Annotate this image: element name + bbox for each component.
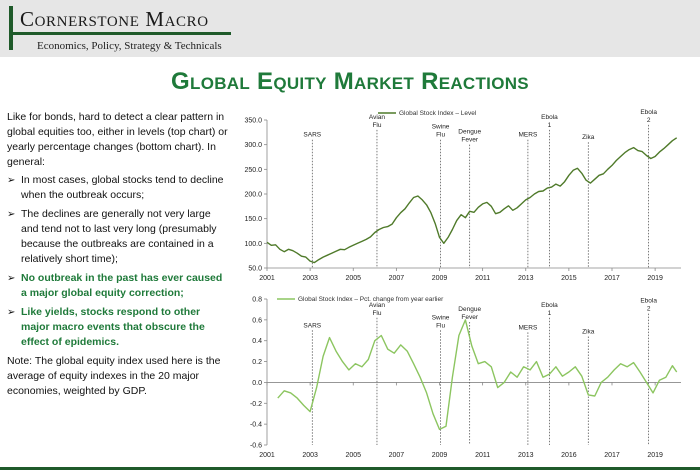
event-label: 1 [548,310,552,317]
arrow-bullet-icon: ➢ [7,209,16,220]
page-title: Global Equity Market Reactions [171,68,529,95]
bullet-text: In most cases, global stocks tend to dec… [21,174,224,201]
x-tick-label: 2013 [518,452,534,459]
y-tick-label: 300.0 [244,142,262,149]
event-label: Swine [432,124,450,131]
event-label: SARS [303,132,321,139]
arrow-bullet-icon: ➢ [7,307,16,318]
series-line [266,137,678,264]
event-label: Flu [372,310,381,317]
methodology-note: Note: The global equity index used here … [7,355,221,397]
event-label: Ebola [541,114,558,121]
event-label: Dengue [458,129,481,136]
x-tick-label: 2013 [518,275,534,282]
y-tick-label: -0.2 [250,401,262,408]
x-tick-label: 2015 [561,275,577,282]
event-label: Ebola [541,302,558,309]
y-tick-label: 0.2 [252,359,262,366]
event-label: Flu [436,132,445,139]
bullet-item-emphasis: ➢ Like yields, stocks respond to other m… [7,305,229,350]
series-line [277,319,678,431]
y-tick-label: 200.0 [244,192,262,199]
event-label: Ebola [640,109,657,116]
x-tick-label: 2005 [345,452,361,459]
bullet-text: No outbreak in the past has ever caused … [21,272,223,299]
y-tick-label: 0.4 [252,338,262,345]
arrow-bullet-icon: ➢ [7,175,16,186]
y-tick-label: 0.6 [252,317,262,324]
event-label: Dengue [458,306,481,313]
x-tick-label: 2019 [647,275,663,282]
x-tick-label: 2017 [604,452,620,459]
y-tick-label: 0.0 [252,380,262,387]
y-tick-label: 50.0 [248,266,262,273]
event-label: Swine [432,314,450,321]
event-label: SARS [303,322,321,329]
event-label: Fever [461,314,478,321]
footer-rule [0,467,700,470]
x-tick-label: 2003 [302,452,318,459]
x-tick-label: 2007 [389,452,405,459]
event-label: Flu [372,122,381,129]
y-tick-label: 350.0 [244,118,262,125]
event-label: 2 [647,306,651,313]
bullet-text: The declines are generally not very larg… [21,208,217,265]
bullet-text: Like yields, stocks respond to other maj… [21,306,205,348]
x-tick-label: 2003 [302,275,318,282]
y-tick-label: -0.4 [250,422,262,429]
commentary-column: Like for bonds, hard to detect a clear p… [7,110,229,402]
event-label: Avian [369,302,386,309]
x-tick-label: 2005 [345,275,361,282]
y-tick-label: -0.6 [250,443,262,450]
bullet-item-emphasis: ➢ No outbreak in the past has ever cause… [7,271,229,301]
x-tick-label: 2001 [259,275,275,282]
legend-label: Global Stock Index – Level [399,110,477,117]
event-label: Zika [582,329,595,336]
bullet-list: ➢ In most cases, global stocks tend to d… [7,173,229,350]
brand-tagline: Economics, Policy, Strategy & Technicals [37,40,222,52]
x-tick-label: 2009 [432,452,448,459]
y-tick-label: 0.8 [252,297,262,304]
event-label: Fever [461,137,478,144]
stock-index-pct-change-chart: -0.6 -0.4 -0.2 0.0 0.2 0.4 0.6 0.8 2001 2003 2005 2… [250,296,681,459]
y-tick-label: 100.0 [244,241,262,248]
x-tick-label: 2016 [561,452,577,459]
x-tick-label: 2017 [604,275,620,282]
event-label: Zika [582,134,595,141]
event-label: 2 [647,117,651,124]
bullet-item: ➢ In most cases, global stocks tend to d… [7,173,229,203]
brand-name: Cornerstone Macro [20,7,209,31]
event-label: MERS [519,324,538,331]
logo-accent-bar [9,6,13,50]
arrow-bullet-icon: ➢ [7,273,16,284]
y-tick-label: 250.0 [244,167,262,174]
event-label: Avian [369,114,386,121]
event-label: Ebola [640,298,657,305]
x-tick-label: 2011 [475,275,490,282]
x-tick-label: 2001 [259,452,275,459]
x-tick-label: 2007 [389,275,405,282]
x-tick-label: 2019 [647,452,663,459]
stock-index-level-chart: 50.0 100.0 150.0 200.0 250.0 300.0 350.0 2001 20… [244,109,681,282]
event-label: MERS [519,132,538,139]
legend-label: Global Stock Index – Pct. change from ye… [298,296,444,303]
event-label: Flu [436,322,445,329]
header-bar: Cornerstone Macro Economics, Policy, Str… [0,0,700,57]
logo-underline [9,32,231,35]
x-tick-label: 2009 [432,275,448,282]
event-label: 1 [548,122,552,129]
intro-text: Like for bonds, hard to detect a clear p… [7,111,228,168]
x-tick-label: 2011 [475,452,490,459]
bullet-item: ➢ The declines are generally not very la… [7,207,229,267]
y-tick-label: 150.0 [244,216,262,223]
